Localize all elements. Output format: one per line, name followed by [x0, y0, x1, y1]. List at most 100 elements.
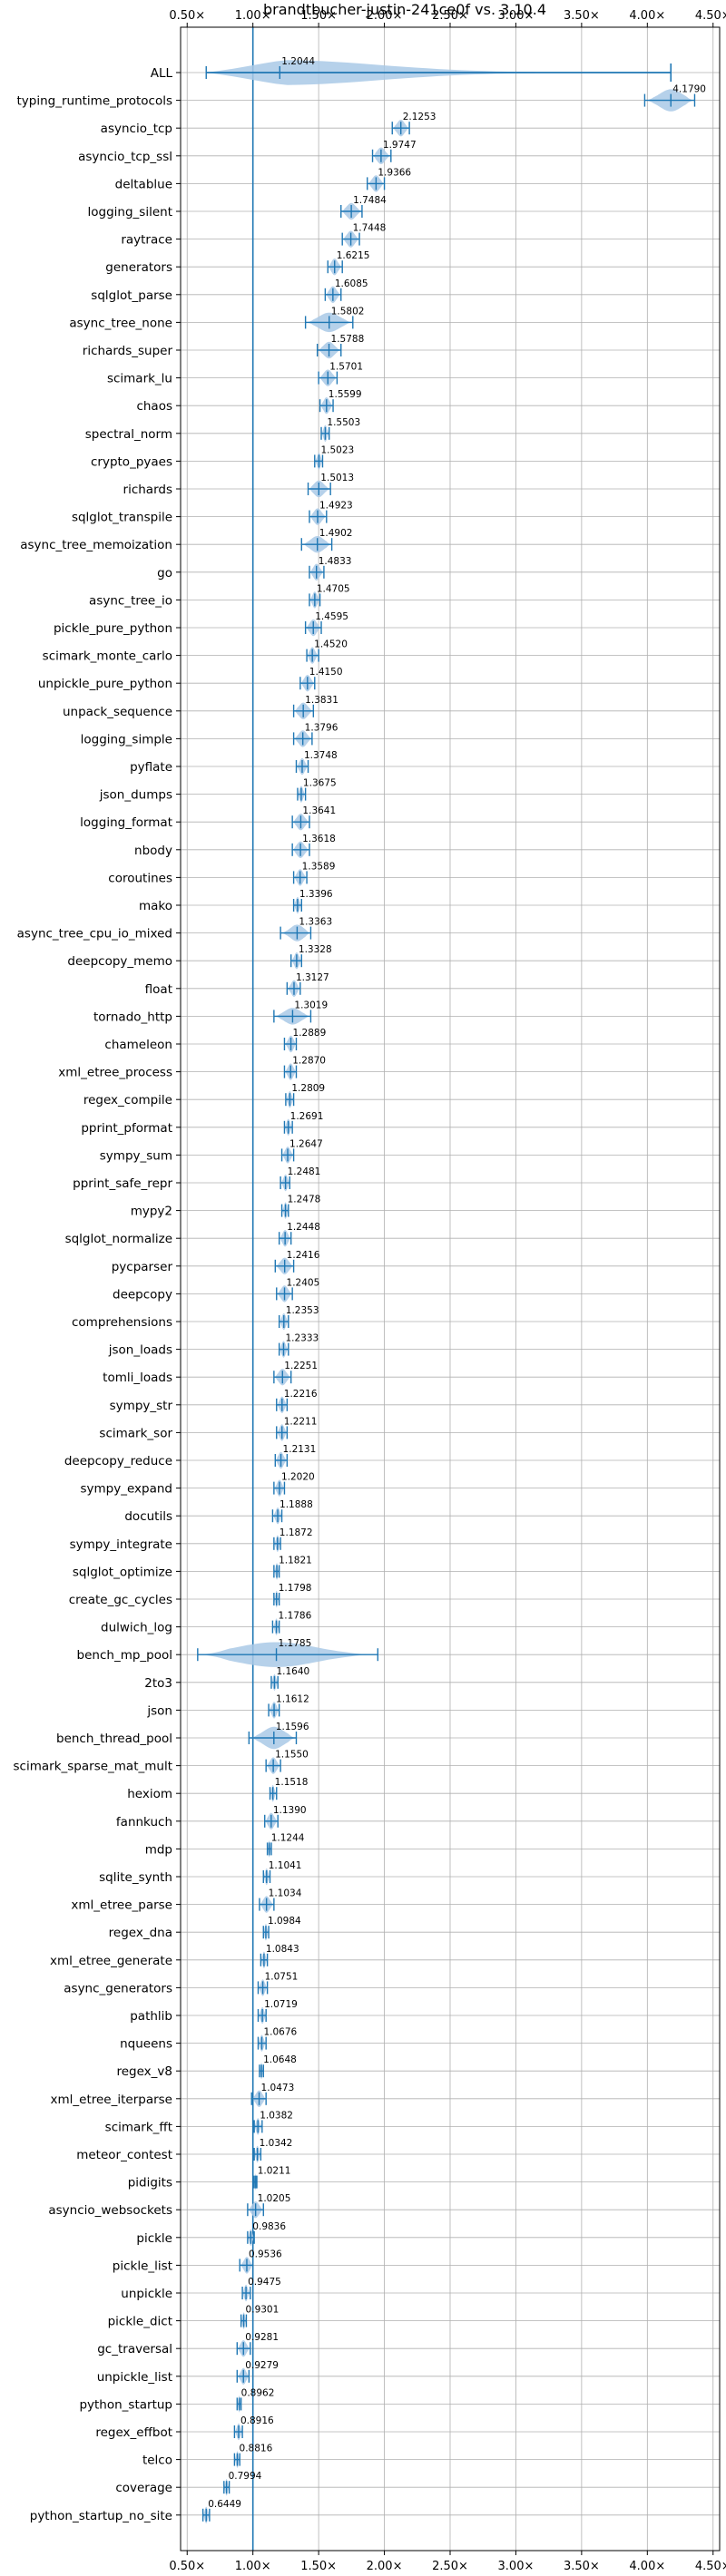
benchmark-label: pickle_pure_python	[54, 621, 172, 636]
benchmark-label: xml_etree_generate	[50, 1954, 172, 1968]
benchmark-label: async_tree_memoization	[20, 538, 172, 552]
value-label: 0.9536	[249, 2249, 282, 2259]
value-label: 1.1798	[279, 1583, 312, 1594]
benchmark-label: sqlglot_parse	[91, 288, 172, 303]
value-label: 1.1785	[279, 1638, 312, 1649]
benchmark-label: regex_dna	[109, 1926, 172, 1940]
value-label: 1.6215	[337, 250, 370, 261]
value-label: 1.4520	[314, 639, 348, 650]
x-tick-label-bottom: 2.00×	[367, 2560, 403, 2573]
x-tick-label-bottom: 1.00×	[235, 2560, 271, 2573]
value-label: 0.8816	[240, 2444, 273, 2454]
benchmark-label: xml_etree_process	[58, 1066, 172, 1080]
value-label: 1.0473	[261, 2083, 295, 2093]
value-label: 1.0751	[265, 1971, 299, 1982]
value-label: 2.1253	[403, 112, 437, 122]
benchmark-label: telco	[142, 2454, 172, 2468]
x-tick-label-bottom: 2.50×	[432, 2560, 468, 2573]
benchmark-label: logging_format	[80, 815, 172, 830]
x-tick-label-top: 4.50×	[695, 9, 726, 23]
benchmark-label: pycparser	[112, 1260, 173, 1274]
value-label: 1.2131	[283, 1444, 317, 1455]
benchmark-label: deepcopy	[113, 1287, 172, 1302]
benchmark-label: xml_etree_iterparse	[51, 2093, 173, 2107]
benchmark-label: create_gc_cycles	[69, 1593, 172, 1607]
x-tick-label-top: 2.50×	[432, 9, 468, 23]
benchmark-label: unpickle	[121, 2287, 172, 2301]
benchmark-label: json_loads	[108, 1343, 172, 1358]
benchmark-label: chaos	[136, 399, 172, 414]
x-tick-label-top: 2.00×	[367, 9, 403, 23]
benchmark-label: scimark_fft	[105, 2120, 172, 2134]
benchmark-label: mdp	[145, 1842, 172, 1857]
value-label: 1.4150	[309, 667, 343, 678]
benchmark-label: coverage	[115, 2481, 172, 2495]
value-label: 4.1790	[672, 84, 706, 95]
value-label: 1.0676	[263, 2027, 297, 2038]
benchmark-label: async_tree_cpu_io_mixed	[17, 927, 172, 942]
benchmark-label: pickle_list	[113, 2259, 172, 2273]
value-label: 1.1390	[273, 1805, 307, 1816]
benchmark-label: sqlglot_normalize	[65, 1232, 172, 1246]
benchmark-label: meteor_contest	[76, 2148, 172, 2162]
benchmark-label: 2to3	[144, 1676, 172, 1691]
benchmark-label: float	[145, 982, 172, 997]
value-label: 1.2870	[292, 1056, 326, 1067]
value-label: 0.9475	[248, 2277, 281, 2288]
value-label: 1.4833	[319, 556, 352, 567]
label-layer: 1.2044 4.1790 2.1253 1.9747 1.9366 1.7484 1.74…	[208, 56, 706, 2510]
benchmark-label: sqlglot_optimize	[73, 1565, 172, 1579]
value-label: 0.9279	[245, 2360, 279, 2371]
benchmark-label: gc_traversal	[97, 2342, 172, 2356]
value-label: 1.1041	[269, 1860, 302, 1871]
benchmark-label: bench_thread_pool	[56, 1732, 172, 1746]
value-label: 1.2020	[281, 1472, 315, 1483]
benchmark-label: fannkuch	[116, 1815, 172, 1830]
value-label: 1.3019	[294, 1000, 328, 1010]
value-label: 1.4595	[315, 611, 348, 622]
value-label: 1.3796	[305, 722, 338, 733]
benchmark-label: richards_super	[83, 344, 173, 358]
value-label: 1.0205	[258, 2193, 291, 2204]
benchmark-label: scimark_lu	[107, 372, 172, 386]
benchmark-label: go	[157, 566, 172, 581]
value-label: 1.5013	[320, 473, 354, 483]
benchmark-label: typing_runtime_protocols	[17, 94, 173, 109]
value-label: 1.0984	[268, 1916, 301, 1927]
benchmark-label: sqlite_synth	[99, 1870, 172, 1885]
value-label: 1.0342	[260, 2138, 293, 2149]
value-label: 1.3748	[304, 750, 338, 761]
benchmark-label: spectral_norm	[85, 427, 172, 442]
benchmark-label: logging_silent	[88, 205, 172, 220]
value-label: 1.3675	[303, 778, 337, 789]
value-label: 1.2216	[284, 1389, 318, 1400]
benchmark-label: mypy2	[131, 1205, 172, 1219]
x-tick-label-top: 4.00×	[629, 9, 665, 23]
x-tick-label-top: 3.00×	[498, 9, 535, 23]
value-label: 1.5503	[327, 417, 360, 428]
value-label: 1.1640	[276, 1666, 309, 1677]
value-label: 0.9301	[246, 2305, 280, 2316]
value-label: 1.0843	[266, 1944, 299, 1955]
x-tick-label-bottom: 0.50×	[169, 2560, 205, 2573]
value-label: 1.5701	[329, 362, 363, 373]
benchmark-label: asyncio_tcp_ssl	[78, 150, 172, 164]
value-label: 1.2448	[287, 1222, 320, 1233]
benchmark-label: async_tree_io	[89, 593, 172, 608]
value-label: 1.2251	[284, 1361, 318, 1371]
benchmark-label: raytrace	[121, 233, 172, 248]
value-label: 1.1244	[271, 1832, 305, 1843]
benchmark-label: pickle_dict	[108, 2315, 172, 2329]
benchmark-label: pprint_pformat	[81, 1121, 172, 1136]
value-label: 0.8916	[240, 2415, 274, 2426]
value-label: 1.2478	[288, 1195, 321, 1205]
value-label: 1.1596	[276, 1722, 309, 1732]
benchmark-label: unpickle_list	[97, 2370, 172, 2385]
value-label: 1.2647	[289, 1138, 323, 1149]
benchmark-label: pyflate	[130, 760, 172, 775]
value-label: 1.2481	[288, 1166, 321, 1177]
value-label: 1.2405	[287, 1277, 320, 1288]
value-label: 1.0211	[258, 2166, 291, 2177]
benchmark-label: deltablue	[115, 177, 172, 191]
